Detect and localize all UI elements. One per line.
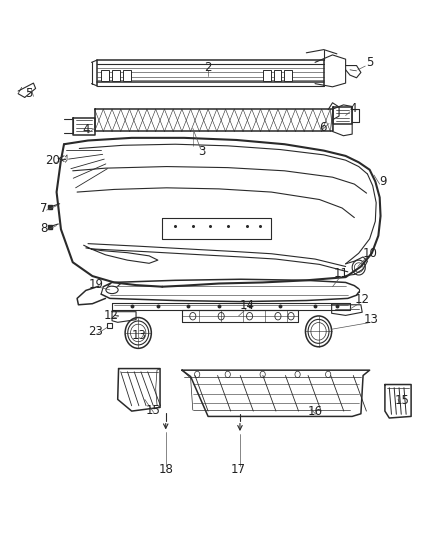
Text: 2: 2: [205, 61, 212, 74]
Text: 11: 11: [334, 267, 349, 280]
Bar: [263, 70, 271, 82]
Text: 7: 7: [40, 201, 47, 214]
Text: 18: 18: [158, 463, 173, 476]
Bar: [112, 70, 120, 82]
Bar: [107, 324, 112, 328]
Bar: [123, 70, 131, 82]
Text: 5: 5: [25, 87, 33, 100]
Text: 16: 16: [307, 405, 322, 417]
Text: 9: 9: [379, 175, 386, 188]
Text: 23: 23: [88, 325, 103, 338]
Text: 4: 4: [82, 123, 90, 136]
Text: 4: 4: [350, 102, 357, 115]
Bar: [285, 70, 292, 82]
Text: 10: 10: [362, 247, 377, 260]
Text: 20: 20: [45, 154, 60, 167]
Bar: [274, 70, 282, 82]
Text: 3: 3: [198, 145, 205, 158]
Text: 5: 5: [366, 56, 373, 69]
Text: 15: 15: [395, 394, 410, 407]
Text: 13: 13: [364, 313, 378, 326]
Text: 15: 15: [145, 403, 160, 416]
Bar: [101, 70, 109, 82]
Text: 12: 12: [103, 309, 118, 322]
Text: 6: 6: [319, 120, 327, 134]
Text: 12: 12: [355, 294, 370, 306]
Text: 19: 19: [88, 278, 103, 291]
Text: 13: 13: [132, 329, 147, 342]
Text: 17: 17: [231, 463, 246, 476]
Text: 14: 14: [240, 300, 255, 312]
Text: 8: 8: [40, 222, 47, 235]
